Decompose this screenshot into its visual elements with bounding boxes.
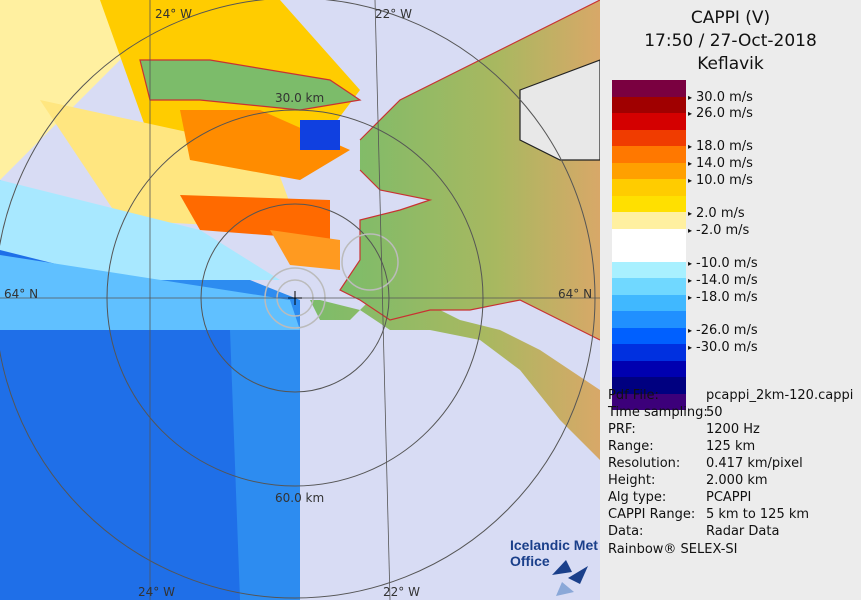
receding-wind-orange-near — [270, 230, 340, 270]
legend-label: 26.0 m/s — [688, 106, 753, 121]
land-mass — [310, 0, 600, 460]
coastline-red — [339, 0, 600, 341]
colorbar-cell — [612, 377, 686, 394]
info-row-cappi-range: CAPPI Range: 5 km to 125 km — [608, 507, 810, 522]
colorbar-cell — [612, 195, 686, 212]
colorbar-cell — [612, 146, 686, 163]
coastline-snaefellsnes — [139, 59, 362, 111]
info-row-resolution: Resolution: 0.417 km/pixel — [608, 456, 803, 471]
legend-label: -10.0 m/s — [688, 256, 758, 271]
info-row-prf: PRF: 1200 Hz — [608, 422, 760, 437]
legend-label: 30.0 m/s — [688, 90, 753, 105]
software-credit: Rainbow® SELEX-SI — [608, 542, 738, 557]
legend-label: -14.0 m/s — [688, 273, 758, 288]
info-row-pdf-file: Pdf File: pcappi_2km-120.cappi — [608, 388, 854, 403]
colorbar-cell — [612, 261, 686, 278]
info-row-range: Range: 125 km — [608, 439, 756, 454]
radar-map[interactable]: 24° W 22° W 24° W 22° W 64° N 64° N 30.0… — [0, 0, 600, 600]
colorbar-cell — [612, 80, 686, 97]
colorbar-cell — [612, 96, 686, 113]
legend-label: 18.0 m/s — [688, 139, 753, 154]
colorbar-cell — [612, 294, 686, 311]
legend-label: 10.0 m/s — [688, 173, 753, 188]
legend-label: -18.0 m/s — [688, 290, 758, 305]
colorbar-cell — [612, 113, 686, 130]
info-row-data: Data: Radar Data — [608, 524, 780, 539]
colorbar-cell — [612, 278, 686, 295]
ring-label-inner: 30.0 km — [275, 91, 324, 105]
product-title: CAPPI (V) — [690, 8, 771, 28]
radar-map-svg: 24° W 22° W 24° W 22° W 64° N 64° N 30.0… — [0, 0, 600, 600]
info-row-time-sampling: Time sampling:50 — [608, 405, 723, 420]
colorbar-cell — [612, 327, 686, 344]
colorbar-cell — [612, 228, 686, 245]
colorbar-cell — [612, 393, 686, 410]
receding-wind-orange-mid — [180, 195, 330, 240]
snaefellsnes-peninsula — [140, 60, 360, 110]
info-row-height: Height: 2.000 km — [608, 473, 768, 488]
logo-text-line2: Office — [510, 553, 550, 569]
product-timestamp: 17:50 / 27-Oct-2018 — [644, 31, 817, 51]
legend-label: -30.0 m/s — [688, 340, 758, 355]
info-panel: CAPPI (V) 17:50 / 27-Oct-2018 Keflavik 3… — [600, 0, 861, 600]
glacier — [520, 60, 600, 160]
radar-site-name: Keflavik — [697, 54, 764, 74]
logo-text-line1: Icelandic Met — [510, 537, 598, 553]
colorbar-cell — [612, 212, 686, 229]
lon-label-top-right: 22° W — [375, 7, 412, 21]
logo-mark-icon — [552, 560, 588, 596]
legend-label: 14.0 m/s — [688, 156, 753, 171]
colorbar-cell — [612, 344, 686, 361]
lon-label-bottom-left: 24° W — [138, 585, 175, 599]
colorbar-cell — [612, 129, 686, 146]
velocity-colorbar — [612, 80, 686, 410]
colorbar-cell — [612, 179, 686, 196]
approaching-wind-patch — [300, 120, 340, 150]
ring-label-outer: 60.0 km — [275, 491, 324, 505]
legend-label: 2.0 m/s — [688, 206, 745, 221]
glacier-outline — [519, 59, 600, 161]
lon-label-top-left: 24° W — [155, 7, 192, 21]
near-ring-3 — [341, 233, 399, 291]
legend-label: -26.0 m/s — [688, 323, 758, 338]
lon-label-bottom-right: 22° W — [383, 585, 420, 599]
info-row-alg-type: Alg type: PCAPPI — [608, 490, 752, 505]
colorbar-cell — [612, 311, 686, 328]
colorbar-cell — [612, 360, 686, 377]
legend-label: -2.0 m/s — [688, 223, 749, 238]
lat-label-right: 64° N — [558, 287, 592, 301]
lat-label-left: 64° N — [4, 287, 38, 301]
longitude-line-east — [374, 0, 391, 600]
receding-wind-orange-north — [180, 110, 350, 180]
colorbar-cell — [612, 245, 686, 262]
colorbar-cell — [612, 162, 686, 179]
approaching-wind-light — [0, 180, 280, 280]
